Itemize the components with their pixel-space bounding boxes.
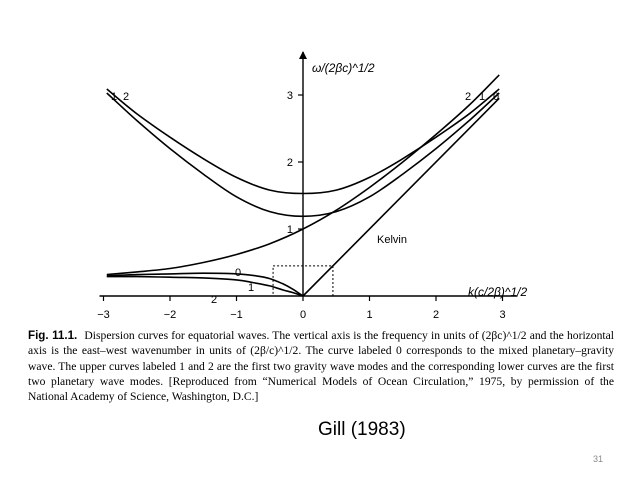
x-tick-label: 1 xyxy=(366,309,372,321)
curve-label-kelvin: Kelvin xyxy=(377,234,407,246)
x-axis-title: k(c/2β)^1/2 xyxy=(468,285,527,299)
x-tick-label: −3 xyxy=(97,309,110,321)
curve-label-planetary-1: 1 xyxy=(248,282,254,294)
figure-number: Fig. 11.1. xyxy=(28,329,78,342)
curve-label-planetary-2: 2 xyxy=(211,294,217,306)
y-axis-title: ω/(2βc)^1/2 xyxy=(312,61,375,75)
slide-number: 31 xyxy=(593,454,604,464)
caption-text: Dispersion curves for equatorial waves. … xyxy=(28,329,614,404)
x-tick-label: 2 xyxy=(433,309,439,321)
curve-label-top-left-1: 1 xyxy=(111,91,117,103)
curve-label-top-right-1: 1 xyxy=(479,91,485,103)
y-tick-label: 2 xyxy=(287,157,293,169)
x-tick-label: −2 xyxy=(164,309,177,321)
figure-caption: Fig. 11.1. Dispersion curves for equator… xyxy=(28,328,614,404)
x-tick-label: 0 xyxy=(300,309,306,321)
series-planetary-2-line xyxy=(106,275,304,297)
curve-label-top-right-2: 2 xyxy=(465,91,471,103)
series-kelvin-line xyxy=(302,97,500,297)
x-tick-label: −1 xyxy=(230,309,243,321)
curve-label-0: 0 xyxy=(235,267,241,279)
series-planetary-1-line xyxy=(106,272,304,297)
y-tick-label: 3 xyxy=(287,90,293,102)
attribution-text: Gill (1983) xyxy=(318,419,406,440)
curve-label-top-left-2: 2 xyxy=(123,91,129,103)
x-tick-label: 3 xyxy=(499,309,505,321)
curve-label-top-right-0: 0 xyxy=(493,91,499,103)
y-tick-label: 1 xyxy=(287,224,293,236)
